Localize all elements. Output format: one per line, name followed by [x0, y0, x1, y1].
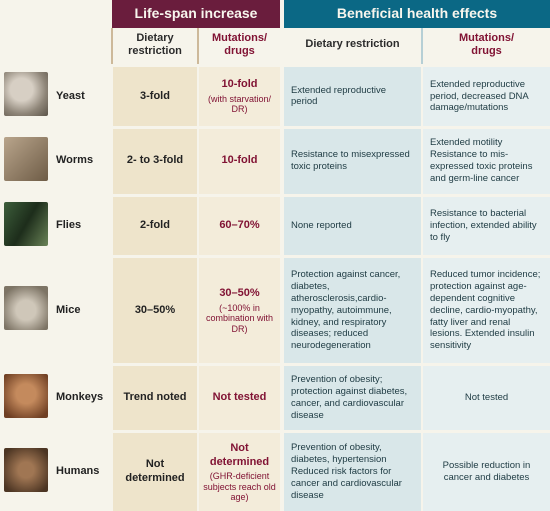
table-row: Mice30–50%30–50%(~100% in combination wi…: [0, 257, 550, 364]
lifespan-dr: 30–50%: [112, 257, 198, 364]
table-row: HumansNot determinedNot determined(GHR-d…: [0, 432, 550, 511]
header-blank: [0, 0, 112, 66]
thumb-flies: [4, 202, 48, 246]
benefit-md: Extended reproductive period, decreased …: [422, 66, 550, 128]
subheader-life-dr: Dietary restriction: [112, 28, 198, 66]
subheader-ben-md: Mutations/drugs: [422, 28, 550, 66]
thumb-mice: [4, 286, 48, 330]
subheader-life-md: Mutations/drugs: [198, 28, 282, 66]
species-label: Mice: [52, 257, 112, 364]
benefit-md: Reduced tumor incidence; protection agai…: [422, 257, 550, 364]
header-lifespan: Life-span increase: [112, 0, 282, 28]
species-label: Worms: [52, 127, 112, 195]
species-image: [0, 195, 52, 257]
benefit-dr: Prevention of obesity, diabetes, hyperte…: [282, 432, 422, 511]
benefit-md: Resistance to bacterial infection, exten…: [422, 195, 550, 257]
lifespan-dr: 3-fold: [112, 66, 198, 128]
thumb-humans: [4, 448, 48, 492]
benefit-md: Extended motility Resistance to mis-expr…: [422, 127, 550, 195]
species-image: [0, 432, 52, 511]
species-label: Yeast: [52, 66, 112, 128]
lifespan-dr: 2- to 3-fold: [112, 127, 198, 195]
thumb-worms: [4, 137, 48, 181]
species-label: Humans: [52, 432, 112, 511]
table-row: Yeast3-fold10-fold(with starvation/ DR)E…: [0, 66, 550, 128]
benefit-dr: None reported: [282, 195, 422, 257]
lifespan-md: 30–50%(~100% in combination with DR): [198, 257, 282, 364]
subheader-ben-dr: Dietary restriction: [282, 28, 422, 66]
benefit-dr: Protection against cancer, diabetes, ath…: [282, 257, 422, 364]
benefit-md: Possible reduction in cancer and diabete…: [422, 432, 550, 511]
species-image: [0, 66, 52, 128]
benefit-dr: Prevention of obesity; protection agains…: [282, 364, 422, 432]
lifespan-md: Not tested: [198, 364, 282, 432]
comparison-table: Life-span increase Beneficial health eff…: [0, 0, 550, 511]
lifespan-md: 10-fold(with starvation/ DR): [198, 66, 282, 128]
species-image: [0, 127, 52, 195]
lifespan-md: 10-fold: [198, 127, 282, 195]
benefit-md: Not tested: [422, 364, 550, 432]
lifespan-dr: Trend noted: [112, 364, 198, 432]
thumb-yeast: [4, 72, 48, 116]
benefit-dr: Extended reproductive period: [282, 66, 422, 128]
species-label: Monkeys: [52, 364, 112, 432]
table-row: MonkeysTrend notedNot testedPrevention o…: [0, 364, 550, 432]
species-image: [0, 364, 52, 432]
benefit-dr: Resistance to misexpressed toxic protein…: [282, 127, 422, 195]
header-benefits: Beneficial health effects: [282, 0, 550, 28]
lifespan-md: 60–70%: [198, 195, 282, 257]
table-row: Worms2- to 3-fold10-foldResistance to mi…: [0, 127, 550, 195]
species-image: [0, 257, 52, 364]
lifespan-dr: 2-fold: [112, 195, 198, 257]
lifespan-md: Not determined(GHR-deficient subjects re…: [198, 432, 282, 511]
thumb-monkeys: [4, 374, 48, 418]
table-row: Flies2-fold60–70%None reportedResistance…: [0, 195, 550, 257]
lifespan-dr: Not determined: [112, 432, 198, 511]
species-label: Flies: [52, 195, 112, 257]
